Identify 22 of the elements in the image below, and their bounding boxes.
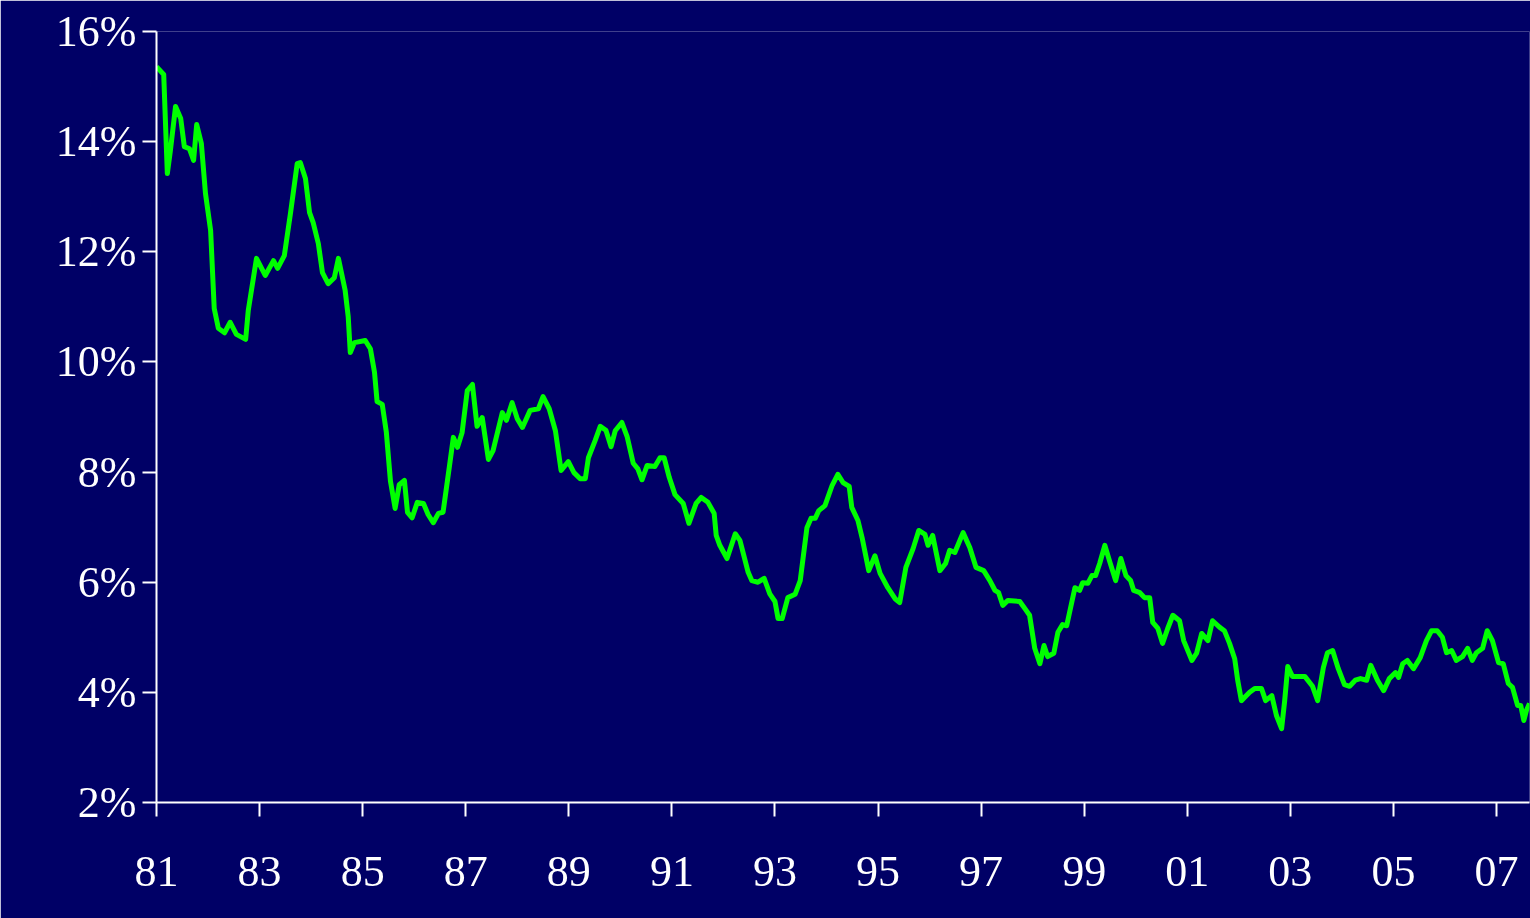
y-tick-label: 2%: [77, 778, 137, 827]
y-tick-label: 16%: [55, 7, 137, 56]
x-tick-label: 83: [237, 846, 282, 896]
y-tick-label: 14%: [55, 117, 137, 167]
x-tick-label: 85: [340, 846, 385, 896]
x-tick-label: 81: [134, 846, 179, 896]
x-tick-label: 95: [856, 846, 901, 896]
y-tick-label: 6%: [77, 557, 137, 607]
x-tick-label: 03: [1268, 846, 1313, 896]
x-tick-label: 87: [443, 846, 488, 896]
y-tick-label: 12%: [55, 227, 137, 277]
x-tick-label: 97: [959, 846, 1004, 896]
x-tick-label: 89: [546, 846, 591, 896]
y-tick-label: 8%: [77, 447, 137, 497]
y-tick-label: 10%: [55, 337, 137, 387]
x-tick-label: 07: [1474, 846, 1519, 896]
x-tick-label: 05: [1371, 846, 1416, 896]
y-tick-label: 4%: [77, 667, 137, 717]
x-tick-label: 01: [1165, 846, 1210, 896]
x-tick-label: 93: [752, 846, 797, 896]
x-tick-label: 91: [649, 846, 694, 896]
x-tick-label: 99: [1062, 846, 1107, 896]
